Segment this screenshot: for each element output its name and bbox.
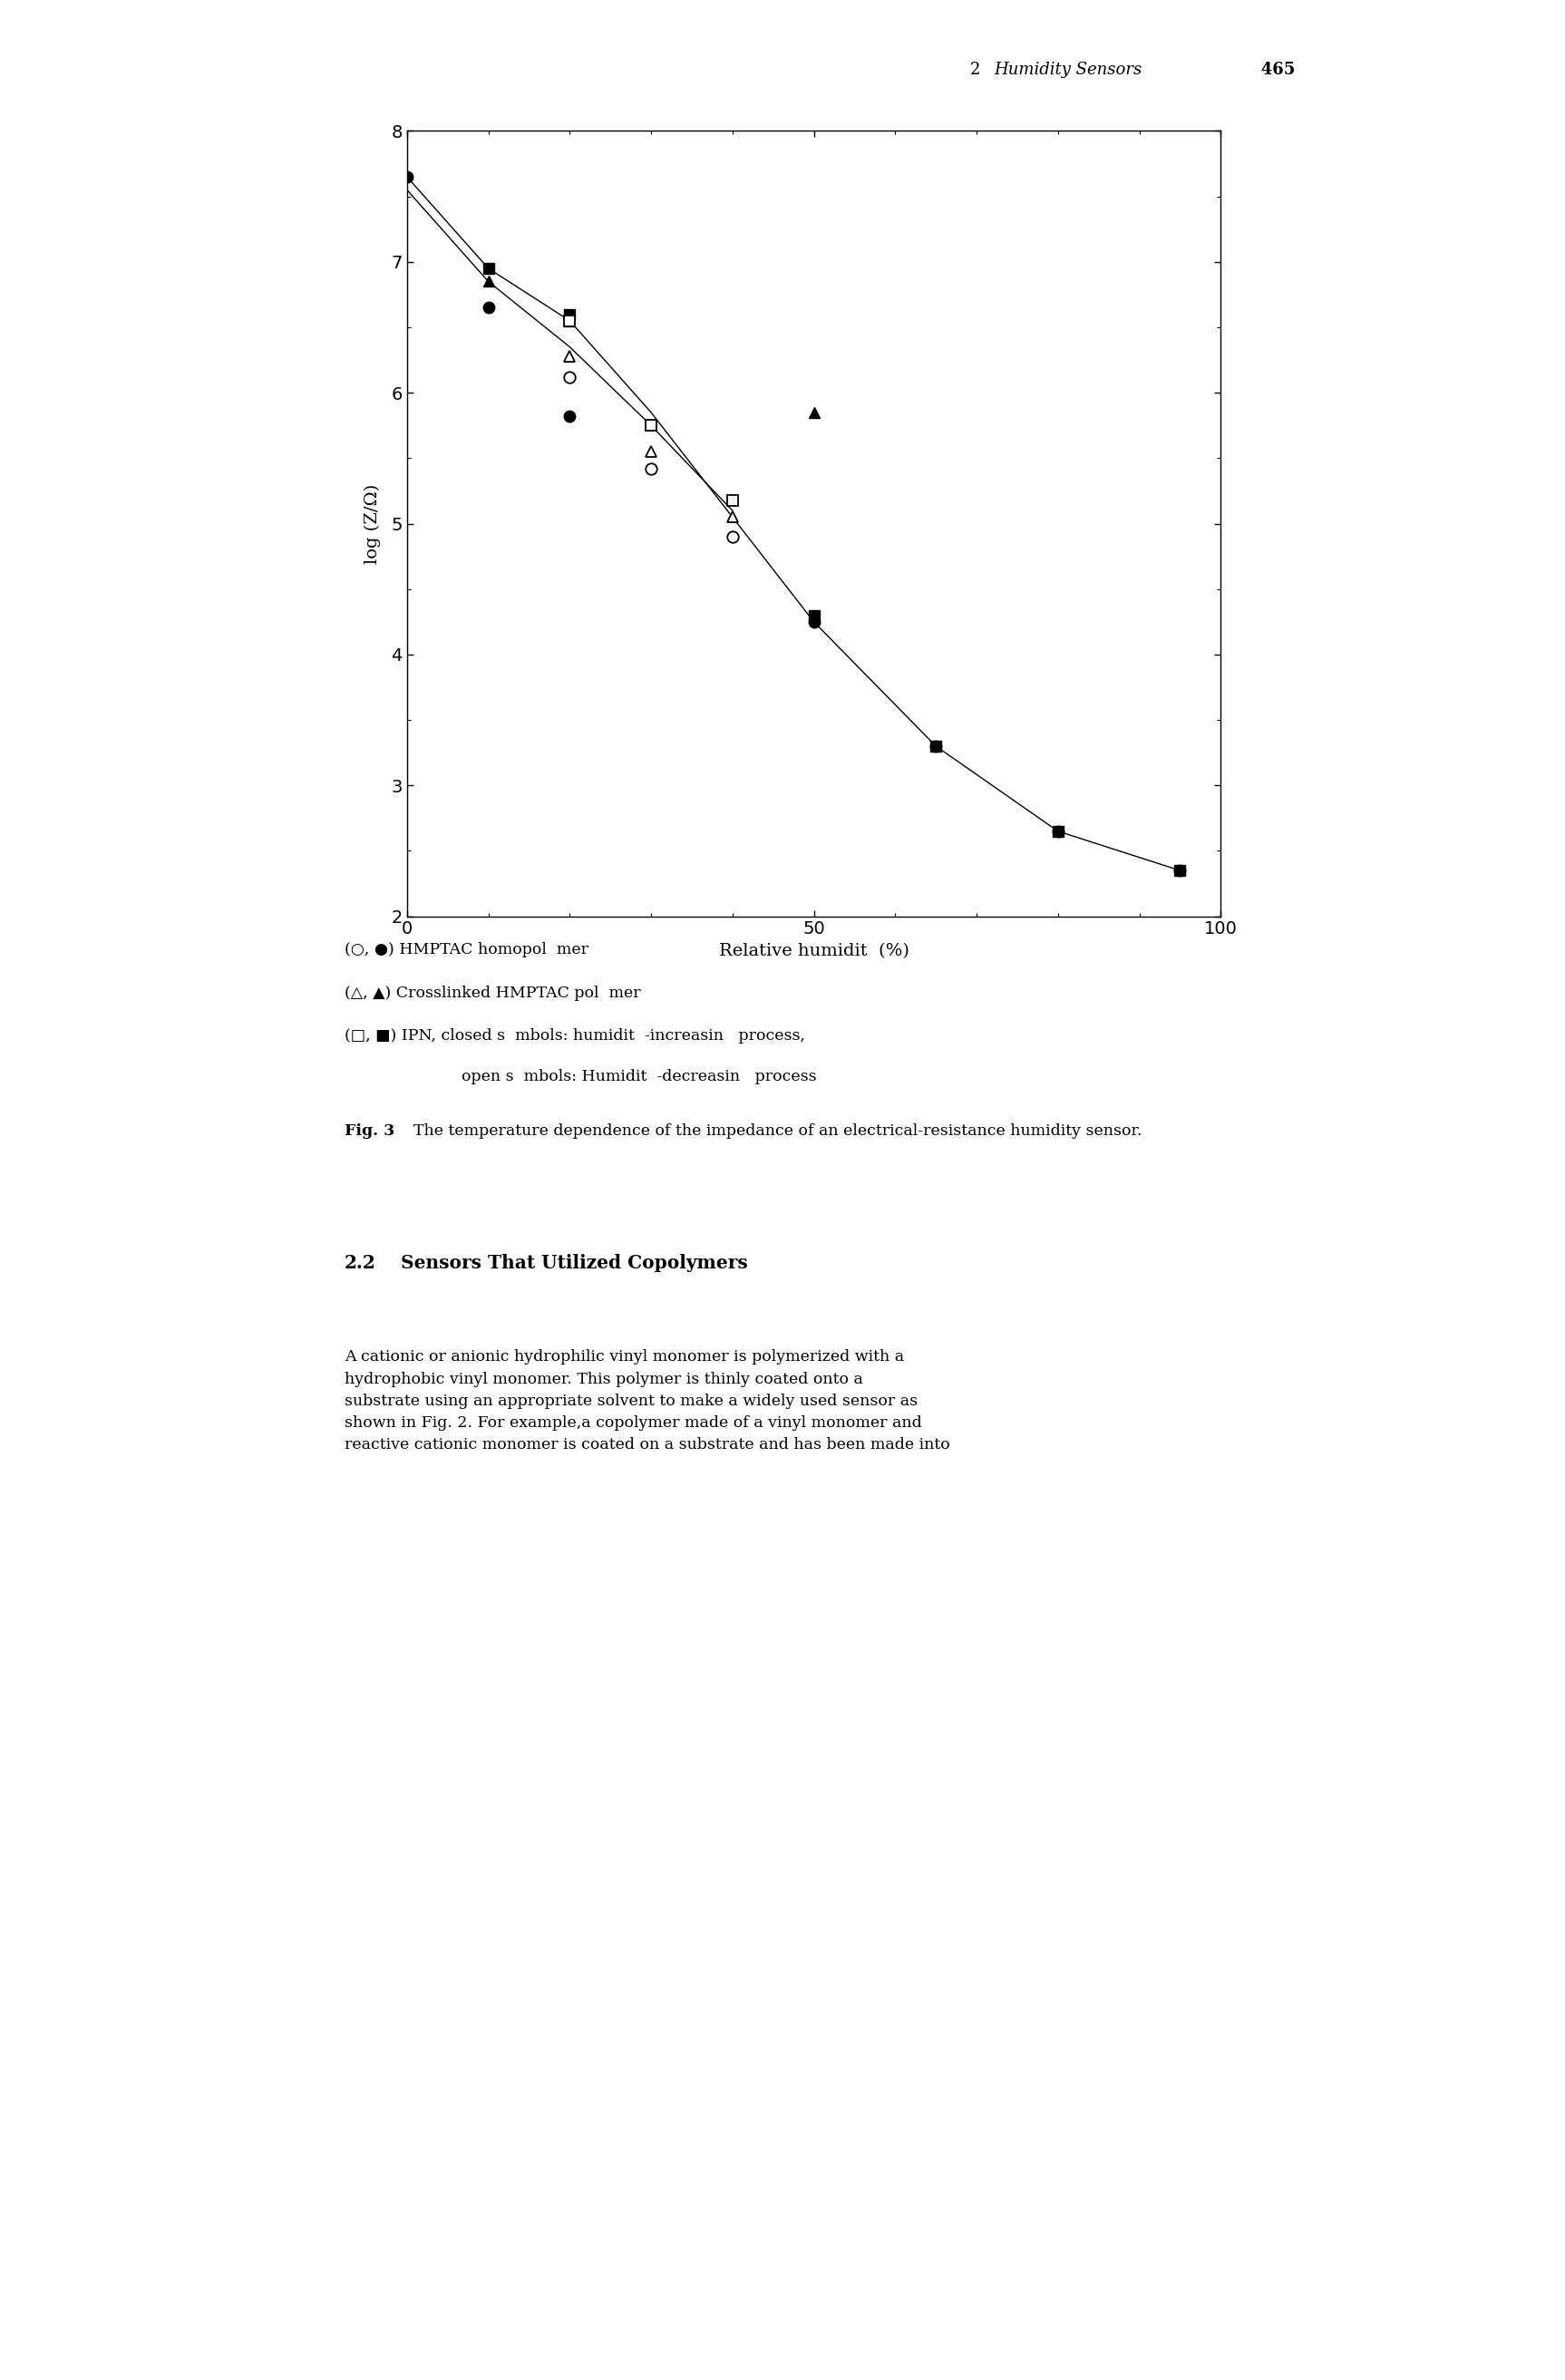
Text: Sensors That Utilized Copolymers: Sensors That Utilized Copolymers bbox=[388, 1254, 748, 1273]
X-axis label: Relative humidit  (%): Relative humidit (%) bbox=[718, 942, 909, 959]
Y-axis label: log (Z/Ω): log (Z/Ω) bbox=[365, 483, 382, 564]
Text: The temperature dependence of the impedance of an electrical-resistance humidity: The temperature dependence of the impeda… bbox=[404, 1123, 1142, 1138]
Text: open s  mbols: Humidit  -decreasin   process: open s mbols: Humidit -decreasin process bbox=[462, 1069, 817, 1083]
Text: 465: 465 bbox=[1244, 62, 1296, 79]
Text: 2: 2 bbox=[970, 62, 997, 79]
Text: Humidity Sensors: Humidity Sensors bbox=[994, 62, 1142, 79]
Text: (○, ●) HMPTAC homopol  mer: (○, ●) HMPTAC homopol mer bbox=[344, 942, 588, 957]
Text: A cationic or anionic hydrophilic vinyl monomer is polymerized with a
hydrophobi: A cationic or anionic hydrophilic vinyl … bbox=[344, 1349, 950, 1452]
Text: 2.2: 2.2 bbox=[344, 1254, 376, 1273]
Text: (△, ▲) Crosslinked HMPTAC pol  mer: (△, ▲) Crosslinked HMPTAC pol mer bbox=[344, 985, 640, 1000]
Text: Fig. 3: Fig. 3 bbox=[344, 1123, 394, 1138]
Text: (□, ■) IPN, closed s  mbols: humidit  -increasin   process,: (□, ■) IPN, closed s mbols: humidit -inc… bbox=[344, 1028, 804, 1042]
